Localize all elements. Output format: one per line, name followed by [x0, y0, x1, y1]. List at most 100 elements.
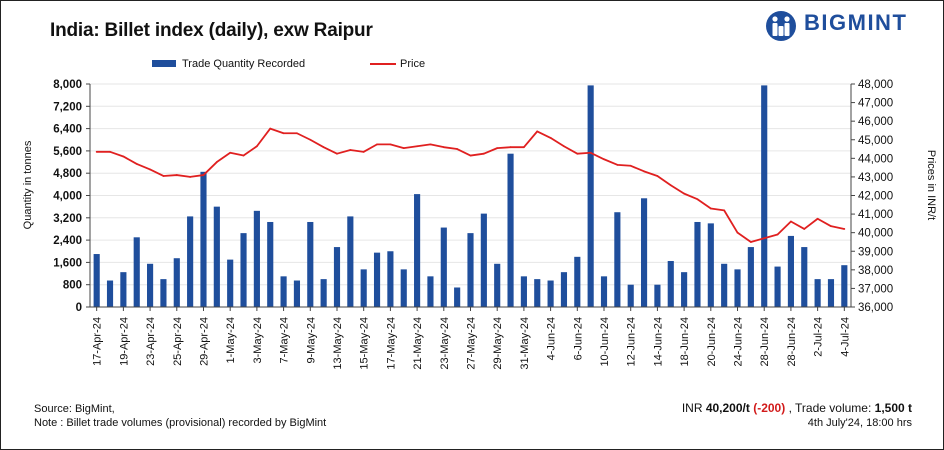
- price-value: 40,200/t: [705, 401, 750, 415]
- price-point: [656, 175, 659, 177]
- y-tick-label-right: 40,000: [858, 228, 893, 240]
- quantity-bar: [627, 284, 634, 307]
- y-axis-label-right: Prices in INR/t: [925, 150, 937, 220]
- brand-name: BIGMINT: [804, 10, 908, 35]
- quantity-bar: [106, 280, 114, 307]
- price-point: [576, 152, 579, 155]
- quantity-bar: [160, 279, 167, 307]
- price-point: [402, 147, 405, 150]
- price-point: [696, 198, 699, 201]
- price-point: [255, 145, 258, 148]
- x-tick-label: 25-Apr-24: [172, 317, 184, 366]
- y-tick-label-left: 2,400: [53, 235, 82, 247]
- quantity-bar: [387, 251, 394, 307]
- x-tick-label: 28-Jun-24: [786, 317, 798, 367]
- quantity-bar: [547, 280, 554, 307]
- price-point: [242, 154, 245, 157]
- quantity-bar: [373, 252, 381, 307]
- y-tick-label-right: 48,000: [858, 79, 893, 91]
- quantity-bar: [213, 206, 220, 307]
- price-point: [229, 151, 232, 154]
- chart-title: India: Billet index (daily), exw Raipur: [50, 20, 373, 41]
- price-point: [269, 127, 272, 130]
- quantity-bar: [774, 266, 781, 307]
- note-text: Note : Billet trade volumes (provisional…: [34, 417, 327, 429]
- price-point: [523, 146, 525, 149]
- x-tick-label: 23-May-24: [439, 317, 451, 370]
- price-point: [442, 146, 445, 149]
- x-tick-label: 29-May-24: [492, 317, 504, 370]
- y-tick-label-right: 38,000: [858, 265, 893, 277]
- price-point: [830, 225, 832, 228]
- price-point: [349, 149, 352, 151]
- quantity-bar: [587, 85, 594, 307]
- quantity-bar: [320, 279, 327, 307]
- price-point: [603, 158, 605, 161]
- price-line: [96, 127, 845, 243]
- price-point: [643, 170, 645, 173]
- price-point: [803, 228, 806, 230]
- price-point: [790, 220, 792, 223]
- y-tick-label-right: 46,000: [858, 116, 893, 128]
- price-point: [189, 176, 192, 178]
- price-point: [616, 163, 619, 166]
- quantity-bar: [534, 279, 541, 307]
- quantity-bar: [667, 261, 674, 307]
- bigmint-logo-icon: [766, 11, 796, 41]
- price-point: [816, 217, 819, 220]
- quantity-bar: [93, 254, 100, 307]
- x-tick-label: 3-May-24: [252, 317, 264, 363]
- quantity-bar: [333, 247, 341, 307]
- quantity-bar: [707, 223, 714, 307]
- legend-bar-swatch: [152, 60, 176, 67]
- x-tick-label: 17-Apr-24: [92, 317, 104, 366]
- price-point: [749, 241, 752, 243]
- quantity-bar: [520, 276, 527, 307]
- x-tick-label: 2-Jul-24: [813, 317, 825, 357]
- y-tick-label-left: 3,200: [53, 213, 82, 225]
- y-tick-label-left: 8,000: [53, 79, 82, 91]
- quantity-bar: [187, 216, 194, 307]
- price-point: [563, 145, 565, 148]
- price-point: [336, 152, 338, 155]
- x-tick-label: 6-Jun-24: [572, 317, 584, 360]
- price-point: [669, 184, 672, 187]
- x-tick-label: 14-Jun-24: [652, 317, 664, 367]
- quantity-bar: [240, 233, 247, 307]
- price-prefix: INR: [681, 401, 703, 415]
- price-point: [149, 168, 151, 171]
- x-tick-label: 17-May-24: [385, 317, 397, 370]
- quantity-bar: [747, 247, 754, 307]
- price-point: [629, 164, 632, 167]
- y-tick-label-right: 42,000: [858, 191, 893, 203]
- price-point: [202, 174, 205, 176]
- price-point: [736, 231, 739, 234]
- y-tick-label-right: 45,000: [858, 135, 893, 147]
- price-point: [456, 148, 459, 150]
- quantity-bar: [560, 272, 568, 307]
- x-tick-label: 27-May-24: [466, 317, 478, 370]
- price-point: [549, 136, 552, 139]
- quantity-bar: [307, 221, 314, 307]
- price-point: [589, 151, 592, 154]
- x-tick-label: 19-Apr-24: [118, 317, 130, 366]
- price-point: [175, 174, 178, 176]
- quantity-bar: [347, 216, 354, 307]
- quantity-bar: [480, 213, 487, 307]
- timestamp: 4th July'24, 18:00 hrs: [807, 417, 912, 429]
- x-tick-label: 10-Jun-24: [599, 317, 611, 367]
- chart-legend: Trade Quantity Recorded Price: [152, 58, 425, 70]
- y-tick-label-left: 1,600: [53, 257, 82, 269]
- x-tick-label: 29-Apr-24: [198, 317, 210, 366]
- quantity-bar: [654, 284, 661, 307]
- quantity-bar: [681, 272, 688, 307]
- x-tick-label: 20-Jun-24: [706, 317, 718, 367]
- quantity-bar: [801, 247, 808, 307]
- price-point: [122, 155, 125, 158]
- quantity-bar: [721, 263, 728, 307]
- x-tick-label: 15-May-24: [359, 317, 371, 370]
- x-tick-label: 24-Jun-24: [733, 317, 745, 367]
- price-point: [496, 147, 499, 150]
- y-tick-label-right: 43,000: [858, 172, 893, 184]
- quantity-bar: [614, 212, 621, 307]
